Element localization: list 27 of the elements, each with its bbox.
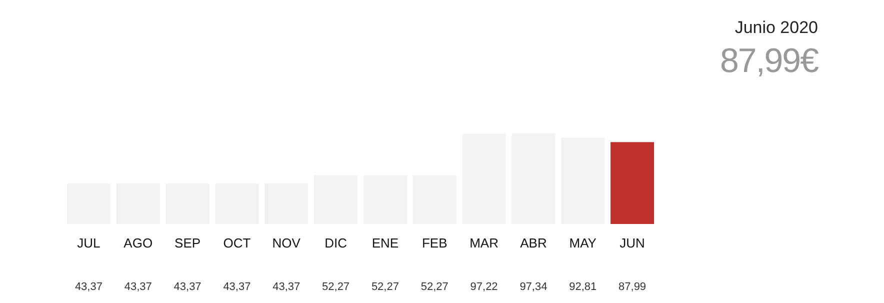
data-label: 52,27 xyxy=(322,281,350,294)
x-tick-label: DIC xyxy=(324,235,347,250)
data-label: 52,27 xyxy=(371,281,399,294)
bar xyxy=(610,142,654,224)
x-tick-label: MAY xyxy=(569,235,597,250)
x-tick-label: FEB xyxy=(422,235,448,250)
data-label: 43,37 xyxy=(272,281,300,294)
data-label: 87,99 xyxy=(618,281,646,294)
text: Junio 2020 xyxy=(734,18,818,38)
data-label: 43,37 xyxy=(223,281,251,294)
x-tick-label: JUN xyxy=(620,235,645,250)
text: 87,99€ xyxy=(720,42,818,81)
x-tick-label: JUL xyxy=(77,235,100,250)
data-label: 43,37 xyxy=(124,281,152,294)
data-label: 97,22 xyxy=(470,281,498,294)
data-label: 52,27 xyxy=(420,281,448,294)
x-tick-label: ENE xyxy=(372,235,399,250)
x-tick-label: ABR xyxy=(520,235,547,250)
x-tick-label: AGO xyxy=(124,235,153,250)
data-label: 43,37 xyxy=(174,281,202,294)
x-tick-label: OCT xyxy=(223,235,251,250)
x-tick-label: SEP xyxy=(174,235,201,250)
data-label: 92,81 xyxy=(569,281,597,294)
data-label: 43,37 xyxy=(74,281,102,294)
data-label: 97,34 xyxy=(520,281,548,294)
x-tick-label: MAR xyxy=(470,235,498,250)
x-tick-label: NOV xyxy=(272,235,301,250)
